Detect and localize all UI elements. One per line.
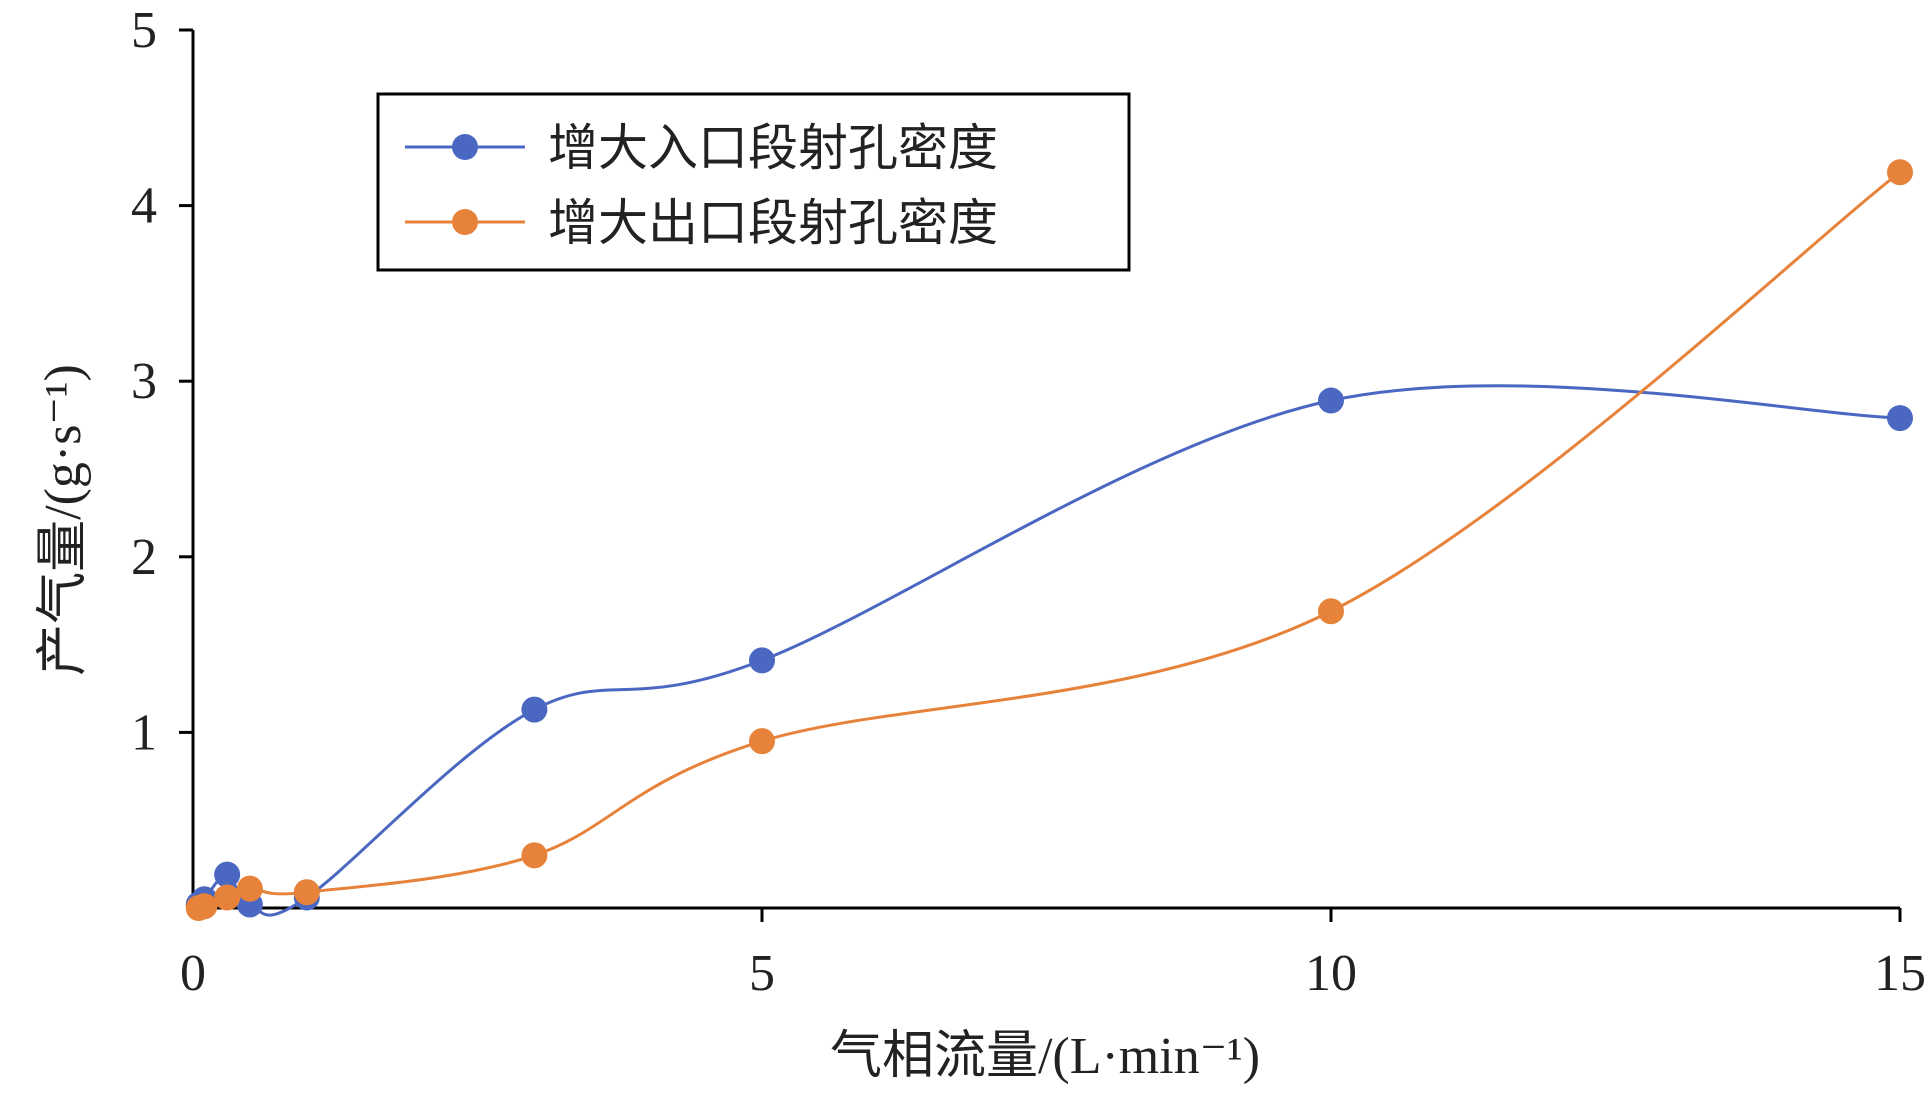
legend-marker-1 bbox=[452, 134, 478, 160]
data-point bbox=[1887, 159, 1913, 186]
data-point bbox=[521, 842, 548, 869]
series-line-1 bbox=[197, 384, 1901, 917]
data-point bbox=[749, 728, 775, 755]
legend-box bbox=[376, 92, 1131, 272]
data-point bbox=[293, 879, 320, 906]
series-layer bbox=[185, 159, 1913, 921]
data-point bbox=[191, 893, 218, 920]
data-point bbox=[521, 696, 548, 723]
x-tick-label: 0 bbox=[180, 945, 206, 1002]
data-point bbox=[214, 884, 241, 911]
legend-label-1: 增大入口段射孔密度 bbox=[548, 120, 998, 176]
data-point bbox=[749, 647, 775, 674]
series-line-2 bbox=[198, 171, 1901, 910]
data-point bbox=[236, 875, 263, 902]
legend-marker-2 bbox=[452, 209, 478, 235]
y-tick-label: 4 bbox=[131, 178, 157, 235]
y-tick-label: 3 bbox=[131, 353, 157, 410]
legend-entry-2: 增大出口段射孔密度 bbox=[405, 195, 998, 251]
axes bbox=[179, 28, 1902, 922]
y-tick-label: 1 bbox=[131, 704, 157, 761]
y-axis-title: 产气量/(g·s⁻¹) bbox=[35, 364, 92, 676]
legend: 增大入口段射孔密度 增大出口段射孔密度 bbox=[376, 92, 1131, 272]
legend-entry-1: 增大入口段射孔密度 bbox=[405, 120, 998, 176]
x-tick-label: 15 bbox=[1874, 945, 1926, 1002]
data-point bbox=[1318, 598, 1344, 625]
series-1 bbox=[185, 384, 1913, 918]
y-tick-label: 5 bbox=[131, 2, 157, 59]
data-point bbox=[1887, 405, 1913, 432]
x-tick-label: 10 bbox=[1305, 945, 1357, 1002]
legend-label-2: 增大出口段射孔密度 bbox=[548, 195, 998, 251]
series-2 bbox=[185, 159, 1913, 921]
y-tick-label: 2 bbox=[131, 529, 157, 586]
data-point bbox=[1318, 387, 1344, 414]
tick-labels: 0 5 10 15 1 2 3 4 5 bbox=[131, 2, 1926, 1002]
data-point bbox=[214, 861, 241, 888]
x-axis-title: 气相流量/(L·min⁻¹) bbox=[830, 1028, 1260, 1085]
x-tick-label: 5 bbox=[749, 945, 775, 1002]
